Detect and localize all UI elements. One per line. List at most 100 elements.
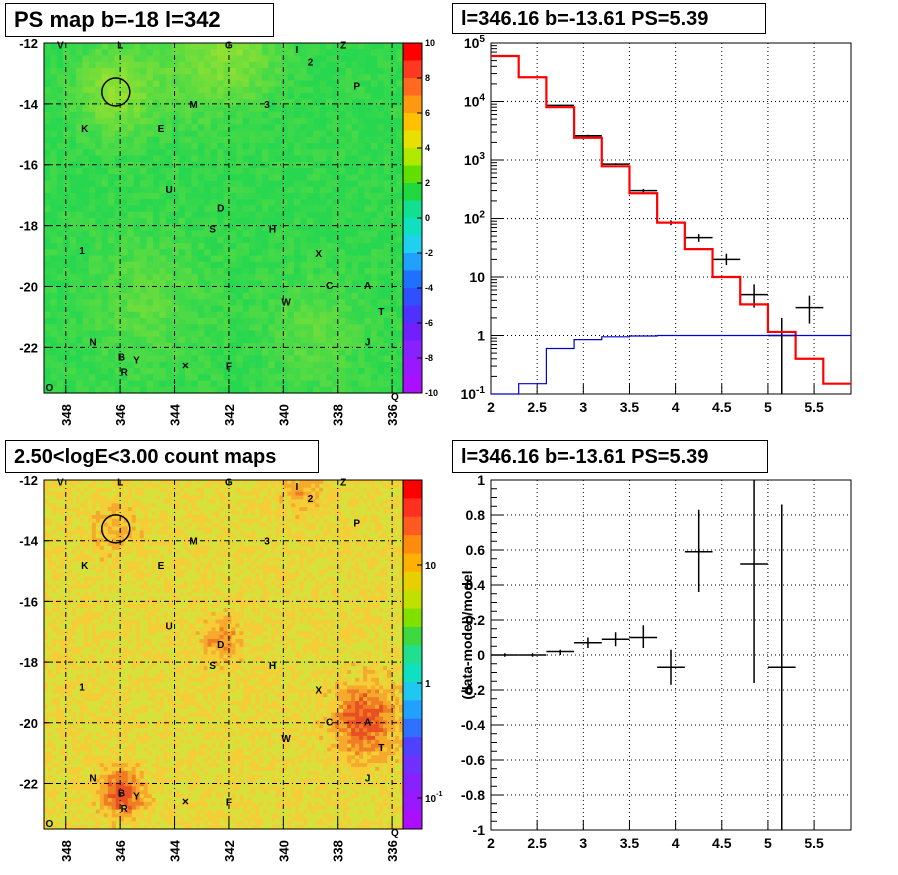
heatmap-cell (95, 600, 101, 605)
heatmap-cell (55, 511, 61, 516)
heatmap-cell (71, 588, 77, 594)
heatmap-cell (185, 155, 193, 163)
heatmap-cell (55, 681, 61, 687)
heatmap-cell (79, 708, 85, 714)
heatmap-cell (319, 105, 327, 113)
heatmap-cell (114, 255, 122, 263)
heatmap-cell (115, 701, 121, 706)
heatmap-cell (71, 735, 77, 741)
heatmap-cell (111, 681, 117, 687)
heatmap-cell (268, 68, 276, 75)
heatmap-cell (152, 299, 160, 307)
heatmap-cell (165, 386, 173, 394)
heatmap-cell (255, 55, 263, 63)
heatmap-cell (44, 801, 49, 807)
heatmap-cell (55, 522, 61, 528)
heatmap-cell (103, 561, 109, 566)
heatmap-cell (274, 180, 282, 188)
heatmap-cell (281, 305, 289, 313)
heatmap-cell (383, 293, 391, 300)
heatmap-cell (115, 677, 121, 683)
heatmap-cell (115, 580, 121, 586)
heatmap-cell (377, 61, 385, 69)
heatmap-cell (95, 596, 101, 601)
heatmap-cell (390, 374, 398, 382)
heatmap-cell (191, 49, 199, 57)
heatmap-cell (217, 211, 225, 219)
heatmap-cell (364, 243, 372, 250)
heatmap-cell (159, 193, 167, 200)
heatmap-cell (197, 324, 205, 332)
heatmap-cell (396, 318, 404, 325)
heatmap-cell (281, 93, 289, 100)
heatmap-cell (47, 662, 53, 667)
heatmap-cell (287, 168, 295, 175)
heatmap-cell (127, 236, 135, 244)
heatmap-cell (133, 49, 141, 57)
heatmap-cell (338, 230, 346, 238)
heatmap-cell (83, 817, 89, 822)
heatmap-cell (294, 380, 302, 388)
heatmap-cell (95, 55, 103, 63)
heatmap-cell (107, 809, 113, 815)
heatmap-cell (255, 274, 263, 282)
heatmap-cell (67, 825, 73, 830)
heatmap-cell (63, 136, 71, 144)
heatmap-cell (87, 813, 93, 818)
heatmap-cell (159, 386, 167, 394)
heatmap-cell (67, 794, 73, 799)
heatmap-cell (71, 778, 77, 784)
heatmap-cell (108, 249, 116, 257)
heatmap-cell (178, 186, 186, 194)
heatmap-cell (255, 143, 263, 150)
heatmap-cell (268, 374, 276, 382)
heatmap-cell (191, 61, 199, 69)
heatmap-cell (319, 311, 327, 319)
heatmap-cell (236, 61, 244, 69)
heatmap-cell (47, 712, 53, 718)
heatmap-cell (76, 68, 84, 75)
heatmap-cell (165, 180, 173, 188)
heatmap-cell (255, 43, 263, 50)
heatmap-cell (313, 386, 321, 394)
heatmap-cell (47, 666, 53, 671)
heatmap-cell (115, 600, 121, 605)
heatmap-cell (51, 724, 57, 729)
heatmap-cell (44, 286, 52, 294)
heatmap-cell (204, 386, 212, 394)
heatmap-cell (152, 205, 160, 213)
heatmap-cell (111, 673, 117, 679)
heatmap-cell (159, 261, 167, 269)
heatmap-cell (396, 293, 404, 300)
heatmap-cell (172, 80, 180, 88)
heatmap-cell (55, 565, 61, 570)
heatmap-cell (71, 782, 77, 787)
heatmap-cell (159, 311, 167, 319)
colorbar-tick-label: -2 (425, 248, 433, 258)
heatmap-cell (332, 311, 340, 319)
heatmap-cell (236, 68, 244, 75)
heatmap-cell (119, 576, 125, 582)
heatmap-cell (152, 280, 160, 288)
heatmap-cell (396, 130, 404, 138)
heatmap-cell (236, 143, 244, 150)
heatmap-cell (71, 526, 77, 532)
heatmap-cell (281, 74, 289, 82)
heatmap-cell (300, 318, 308, 325)
heatmap-cell (249, 324, 257, 332)
heatmap-cell (76, 99, 84, 107)
heatmap-cell (47, 782, 53, 787)
heatmap-cell (67, 604, 73, 609)
heatmap-cell (75, 542, 81, 547)
heatmap-cell (377, 124, 385, 132)
heatmap-cell (47, 778, 53, 784)
heatmap-cell (274, 93, 282, 100)
heatmap-cell (370, 111, 378, 119)
heatmap-cell (358, 224, 366, 232)
heatmap-cell (300, 324, 308, 332)
heatmap-cell (197, 224, 205, 232)
heatmap-cell (59, 739, 65, 745)
heatmap-cell (50, 243, 58, 250)
heatmap-cell (79, 615, 85, 621)
heatmap-cell (172, 86, 180, 94)
